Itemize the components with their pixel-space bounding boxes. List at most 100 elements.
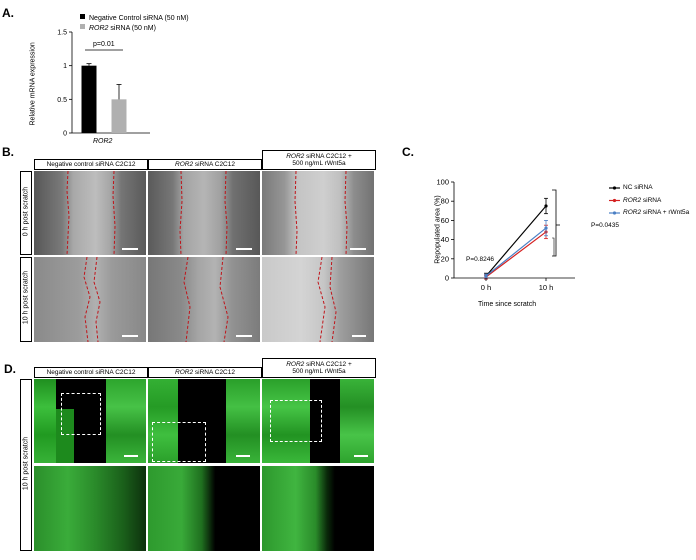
panel-c-ylabel: Repopulated area (%) (434, 195, 442, 264)
legend-swatch-knockdown (80, 24, 85, 29)
scale-bar (236, 248, 252, 250)
panel-a-legend: Negative Control siRNA (50 nM) ROR2 siRN… (80, 14, 189, 34)
panel-d-header-ror2-wnt: ROR2 siRNA C2C12 + 500 ng/mL rWnt5a (262, 358, 376, 378)
panel-c-p-late: P=0.0435 (591, 222, 620, 229)
panel-c-lines (484, 189, 560, 280)
legend-marker (612, 186, 617, 190)
series-line (485, 227, 547, 277)
phase-image-ror2-10h (148, 257, 260, 342)
legend-item-knockdown: ROR2 siRNA (50 nM) (80, 24, 189, 34)
legend-text: siRNA + rWnt5a (641, 209, 690, 216)
panel-a-chart: 0 0.5 1 1.5 (57, 30, 150, 138)
legend-italic: ROR2 (89, 25, 109, 32)
panel-b-row-label-0h: 0 h post scratch (22, 186, 30, 237)
y-tick-label: 0.5 (57, 97, 67, 104)
header-text: siRNA C2C12 + (304, 152, 352, 160)
data-point (544, 204, 548, 208)
panel-c-ticks: 0 20 40 60 80 100 0 h 10 h (436, 178, 553, 293)
y-tick-label: 40 (441, 235, 449, 244)
panel-d-rowbox (20, 379, 32, 551)
bar (111, 99, 127, 133)
header-text: Negative control siRNA C2C12 (46, 160, 136, 168)
legend-marker (612, 198, 617, 203)
panel-b-header-ror2-wnt: ROR2 siRNA C2C12 + 500 ng/mL rWnt5a (262, 150, 376, 170)
panel-a-pvalue: p=0.01 (93, 41, 115, 48)
panel-d-header-control: Negative control siRNA C2C12 (34, 367, 148, 378)
zoom-region-box (61, 393, 101, 435)
x-tick-label: 0 h (481, 283, 491, 292)
zoom-region-box (270, 400, 322, 442)
panel-b-header-control: Negative control siRNA C2C12 (34, 159, 148, 170)
panel-c-label: C. (402, 145, 414, 159)
phase-image-ror2-wnt-0h (262, 171, 374, 255)
panel-c-legend-3: ROR2 siRNA + rWnt5a (623, 209, 689, 216)
panel-b-header-ror2: ROR2 siRNA C2C12 (148, 159, 262, 170)
scale-bar (236, 455, 250, 457)
y-tick-label: 1 (63, 63, 67, 70)
header-text: siRNA C2C12 (193, 368, 235, 376)
panel-c-chart: 0 20 40 60 80 100 0 h 10 h (436, 178, 620, 293)
panel-d-row-label: 10 h post scratch (22, 436, 30, 491)
panel-b-rowbox-10h (20, 257, 32, 342)
fluor-image-ror2-wnt-zoom (262, 466, 374, 551)
header-italic: ROR2 (286, 152, 305, 160)
scale-bar (350, 248, 366, 250)
fluor-image-ror2-zoom (148, 466, 260, 551)
header-text: siRNA C2C12 (193, 160, 235, 168)
y-tick-label: 1.5 (57, 30, 67, 37)
data-point (484, 274, 488, 278)
header-text: siRNA C2C12 + (304, 360, 352, 368)
panel-c-legend-2: ROR2 siRNA (623, 197, 661, 204)
legend-item-control: Negative Control siRNA (50 nM) (80, 14, 189, 24)
fluor-image-ror2-wnt-low (262, 379, 374, 463)
y-tick-label: 0 (445, 274, 449, 283)
x-tick-label: 10 h (539, 283, 554, 292)
series-line (485, 231, 547, 278)
legend-italic: ROR2 (623, 197, 642, 204)
scale-bar (122, 248, 138, 250)
scale-bar (122, 335, 138, 337)
zoom-region-box (152, 422, 206, 462)
panel-c-axes (453, 182, 575, 279)
panel-a-ylabel: Relative mRNA expression (29, 42, 37, 126)
legend-text-knockdown: ROR2 siRNA (50 nM) (89, 25, 156, 32)
header-line2: 500 ng/mL rWnt5a (292, 368, 346, 375)
panel-b-label: B. (2, 145, 14, 159)
panel-c-p-early: P=0.8246 (466, 256, 495, 263)
header-italic: ROR2 (175, 368, 194, 376)
scale-bar (352, 335, 366, 337)
legend-italic: ROR2 (623, 209, 642, 216)
phase-image-ror2-0h (148, 171, 260, 255)
panel-d-label: D. (4, 362, 16, 376)
panel-a-ticks: 0 0.5 1 1.5 (57, 30, 72, 138)
fluor-image-control-low (34, 379, 146, 463)
header-line2: 500 ng/mL rWnt5a (292, 160, 346, 167)
y-tick-label: 0 (63, 131, 67, 138)
scale-bar (124, 455, 138, 457)
series-line (485, 205, 547, 277)
panel-a-bars (81, 49, 127, 133)
panel-d-header-ror2: ROR2 siRNA C2C12 (148, 367, 262, 378)
scale-bar (236, 335, 252, 337)
inner-bracket (552, 237, 555, 256)
y-tick-label: 60 (441, 216, 449, 225)
data-point (544, 226, 548, 230)
panel-b-rowbox-0h (20, 171, 32, 255)
legend-marker (612, 211, 617, 215)
y-tick-label: 100 (436, 178, 449, 187)
header-text: Negative control siRNA C2C12 (46, 368, 136, 376)
panel-a-xlabel: ROR2 (93, 138, 113, 145)
panel-c-xlabel: Time since scratch (478, 301, 537, 308)
fluor-image-control-zoom (34, 466, 146, 551)
panel-a-label: A. (2, 6, 14, 20)
legend-text: siRNA (641, 197, 662, 204)
header-italic: ROR2 (175, 160, 194, 168)
panel-c-legend (609, 186, 620, 215)
legend-swatch-control (80, 14, 85, 19)
y-tick-label: 80 (441, 197, 449, 206)
phase-image-control-10h (34, 257, 146, 342)
bar (81, 65, 97, 133)
header-italic: ROR2 (286, 360, 305, 368)
panel-c-legend-1: NC siRNA (623, 184, 653, 191)
